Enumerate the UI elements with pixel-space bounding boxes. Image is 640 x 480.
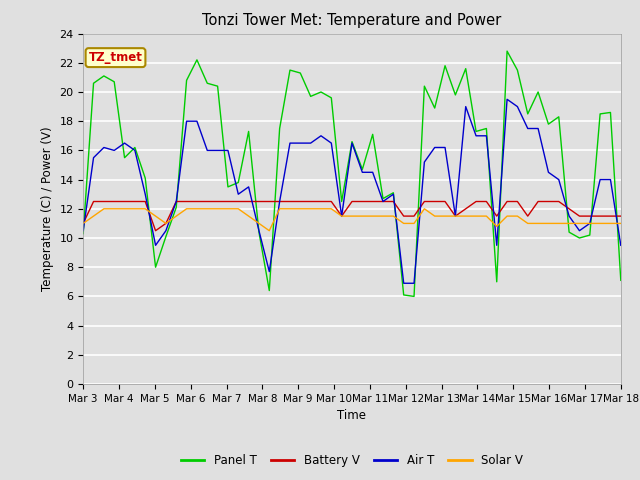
Line: Battery V: Battery V [83,202,621,231]
Battery V [90,199,97,204]
Line: Solar V: Solar V [83,209,621,231]
Line: Panel T: Panel T [83,51,621,296]
Air T [503,96,511,102]
Air T [390,192,397,197]
Panel T [79,231,87,237]
Battery V [452,213,460,219]
Panel T [400,292,408,298]
Title: Tonzi Tower Met: Temperature and Power: Tonzi Tower Met: Temperature and Power [202,13,502,28]
Panel T [431,105,438,111]
Solar V [617,220,625,226]
Solar V [79,220,87,226]
Text: TZ_tmet: TZ_tmet [88,51,143,64]
Panel T [513,67,521,73]
Battery V [244,199,252,204]
Battery V [410,213,418,219]
Battery V [617,213,625,219]
Air T [513,104,521,109]
Solar V [266,228,273,234]
Air T [617,242,625,248]
Solar V [234,206,242,212]
Solar V [410,220,418,226]
Air T [410,280,418,286]
Solar V [513,213,521,219]
Solar V [100,206,108,212]
Line: Air T: Air T [83,99,621,283]
Air T [431,144,438,150]
Panel T [224,184,232,190]
Solar V [441,213,449,219]
Battery V [152,228,159,234]
Air T [400,280,408,286]
Panel T [617,277,625,283]
Panel T [390,190,397,196]
Battery V [513,199,521,204]
Panel T [441,63,449,69]
Y-axis label: Temperature (C) / Power (V): Temperature (C) / Power (V) [41,127,54,291]
Battery V [79,220,87,226]
Air T [441,144,449,150]
Battery V [441,199,449,204]
Air T [79,228,87,234]
Panel T [503,48,511,54]
Battery V [420,199,428,204]
X-axis label: Time: Time [337,409,367,422]
Legend: Panel T, Battery V, Air T, Solar V: Panel T, Battery V, Air T, Solar V [176,449,528,472]
Panel T [410,293,418,300]
Solar V [452,213,460,219]
Solar V [420,206,428,212]
Air T [224,147,232,153]
